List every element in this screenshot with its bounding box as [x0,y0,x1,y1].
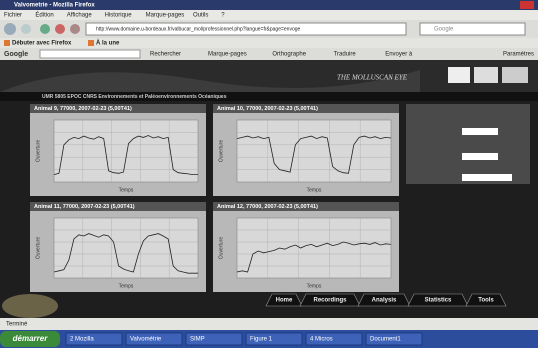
x-axis-label: Temps [119,187,134,193]
y-axis-label: Ouverture [35,237,41,259]
search-placeholder: Google [434,27,454,33]
settings[interactable]: Paramètres [503,52,534,58]
task-label: Figure 1 [250,337,273,343]
lab-name: UMR 5805 EPOC CNRS Environnements et Pal… [42,94,227,100]
menu-item[interactable]: Historique [105,13,133,19]
logo [502,67,528,83]
plot-area [237,218,391,278]
chart-title: Animal 12, 77000, 2007-02-23 (5,00T41) [217,204,318,210]
chart-panel: Animal 12, 77000, 2007-02-23 (5,00T41) Ou… [213,202,399,292]
toolbar-item[interactable]: Rechercher [150,52,181,58]
stop-button[interactable] [55,24,65,34]
logo [448,67,470,83]
chart-panel: Animal 11, 77000, 2007-02-23 (5,00T41) Ou… [30,202,206,292]
chart-title: Animal 9, 77000, 2007-02-23 (5,00T41) [34,106,132,112]
bookmarks-bar [0,38,538,48]
chart-title: Animal 11, 77000, 2007-02-23 (5,00T41) [34,204,135,210]
page: {"window_title": "Valvometrie - Mozilla … [0,0,538,348]
forward-button[interactable] [21,24,31,34]
task-label: Document1 [370,337,401,343]
bookmark-icon [4,40,10,46]
url-text: http://www.domaine.u-bordeaux.fr/valbuca… [96,26,301,32]
reload-button[interactable] [40,24,50,34]
window-title: Valvometrie - Mozilla Firefox [14,3,95,9]
task-label: Valvométrie [130,337,162,343]
toolbar-item[interactable]: Traduire [334,52,357,58]
menu-item[interactable]: Outils [193,13,208,19]
task-label: 2 Mozilla [70,337,94,343]
menu-item[interactable]: Marque-pages [146,13,185,19]
plot-area [54,120,198,182]
tab-label[interactable]: Recordings [313,298,347,304]
y-axis-label: Ouverture [35,140,41,162]
logo [474,67,498,83]
menu-item[interactable]: Fichier [4,13,22,19]
sidebar [406,104,530,184]
task-label: 4 Micros [310,337,333,343]
toolbar-item[interactable]: Orthographe [272,52,306,58]
chart-panel: Animal 9, 77000, 2007-02-23 (5,00T41) Ouv… [30,104,206,196]
tab-label[interactable]: Statistics [425,298,452,304]
bookmark[interactable]: À la une [96,40,120,47]
bookmark-icon [88,40,94,46]
close-button[interactable] [520,1,534,9]
screenshot: Valvometrie - Mozilla Firefox Fichier Édi… [0,0,538,348]
x-axis-label: Temps [307,187,322,193]
chart-panel: Animal 10, 77000, 2007-02-23 (5,00T41) Ou… [213,104,399,196]
select[interactable] [462,128,498,135]
menu-item[interactable]: Affichage [67,13,93,19]
y-axis-label: Ouverture [218,237,224,259]
tab-label[interactable]: Tools [478,298,494,304]
back-button[interactable] [4,23,16,35]
google-search[interactable] [40,50,140,58]
home-button[interactable] [70,24,80,34]
status-text: Terminé [6,322,28,328]
x-axis-label: Temps [119,283,134,289]
google-label: Google [4,51,28,58]
site-name: THE MOLLUSCAN EYE [337,74,408,82]
x-axis-label: Temps [307,283,322,289]
chart-title: Animal 10, 77000, 2007-02-23 (5,00T41) [217,106,318,112]
plot-area [237,120,391,182]
bookmark[interactable]: Débuter avec Firefox [12,41,72,47]
select[interactable] [462,174,512,181]
status-bar [0,318,538,330]
y-axis-label: Ouverture [218,140,224,162]
task-label: SIMP [190,337,205,343]
start-label: démarrer [13,334,49,343]
toolbar-item[interactable]: Envoyer à [385,52,413,58]
select[interactable] [462,153,498,160]
tab-label[interactable]: Home [276,298,293,304]
toolbar-item[interactable]: Marque-pages [208,52,247,58]
mollusc-image [2,294,58,318]
tab-label[interactable]: Analysis [372,298,397,304]
menu-item[interactable]: Édition [35,12,53,19]
